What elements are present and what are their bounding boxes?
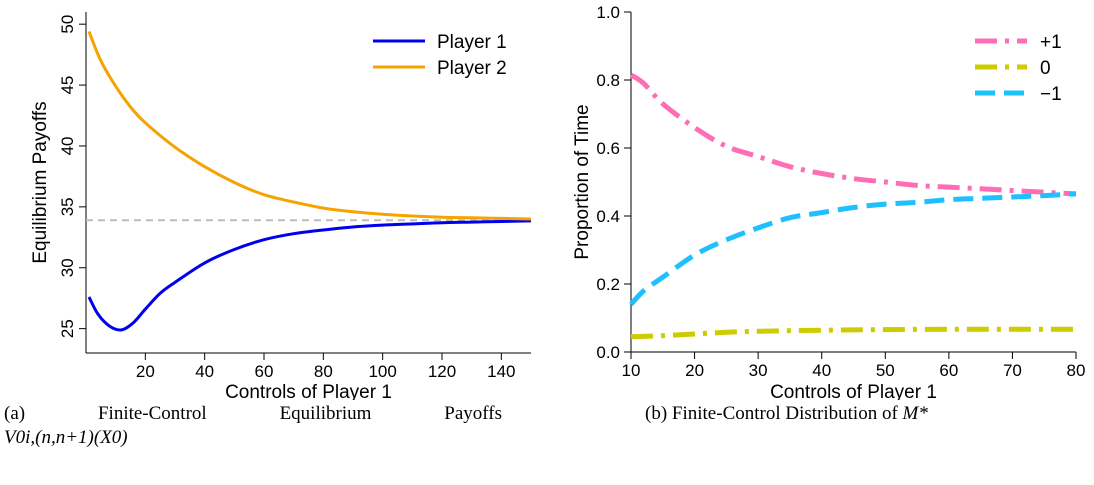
- x-tick-label-a: 20: [136, 362, 155, 381]
- caption-b-prefix: (b): [645, 403, 667, 424]
- x-axis-label-a: Controls of Player 1: [225, 382, 392, 400]
- legend-label-b: 0: [1040, 58, 1051, 79]
- x-tick-label-a: 40: [195, 362, 214, 381]
- x-tick-label-b: 80: [1067, 361, 1086, 380]
- panel-b-distribution: 10 20 30 40 50 60 70 80 0.0 0.2 0.4 0.6 0.8 1.0 Contro…: [572, 3, 1085, 400]
- y-tick-label-b: 0.6: [596, 139, 620, 158]
- x-tick-label-b: 50: [876, 361, 895, 380]
- series-line-zero: [631, 329, 1076, 337]
- caption-a: (a) Finite-Control Equilibrium Payoffs V…: [4, 402, 502, 450]
- x-tick-label-b: 10: [622, 361, 641, 380]
- y-tick-label-a: 50: [58, 15, 77, 34]
- legend-label-a: Player 1: [437, 32, 507, 53]
- x-tick-label-b: 70: [1003, 361, 1022, 380]
- y-axis-label-b: Proportion of Time: [572, 104, 593, 259]
- y-tick-label-b: 0.0: [596, 343, 620, 362]
- caption-a-word-2: Equilibrium: [280, 402, 372, 426]
- x-tick-label-b: 30: [749, 361, 768, 380]
- legend-label-b: +1: [1040, 32, 1062, 53]
- caption-a-word-3: Payoffs: [444, 402, 502, 426]
- x-tick-label-b: 60: [939, 361, 958, 380]
- legend-label-b: −1: [1040, 84, 1062, 105]
- y-tick-label-a: 30: [58, 258, 77, 277]
- caption-b-math: M*: [903, 403, 928, 424]
- x-tick-label-a: 80: [314, 362, 333, 381]
- x-tick-label-a: 120: [428, 362, 456, 381]
- caption-b-text: Finite-Control Distribution of: [672, 403, 898, 424]
- x-tick-label-a: 100: [368, 362, 396, 381]
- panel-a-payoffs: 20 40 60 80 100 120 140 25 30 35 40 45 50 Controls of…: [30, 12, 531, 400]
- caption-a-formula: V0i,(n,n+1)(X0): [4, 426, 502, 450]
- caption-a-word-1: Finite-Control: [98, 402, 207, 426]
- y-tick-label-a: 45: [58, 76, 77, 95]
- x-axis-label-b: Controls of Player 1: [770, 382, 937, 400]
- legend-label-a: Player 2: [437, 58, 507, 79]
- x-tick-label-a: 60: [255, 362, 274, 381]
- y-tick-label-b: 0.8: [596, 71, 620, 90]
- y-tick-label-b: 0.2: [596, 275, 620, 294]
- caption-b: (b) Finite-Control Distribution of M*: [645, 402, 928, 426]
- series-line-player-1: [89, 221, 531, 330]
- y-tick-label-b: 1.0: [596, 3, 620, 22]
- y-tick-label-b: 0.4: [596, 207, 620, 226]
- y-tick-label-a: 40: [58, 137, 77, 156]
- y-tick-label-a: 35: [58, 197, 77, 216]
- x-tick-label-b: 40: [812, 361, 831, 380]
- y-tick-label-a: 25: [58, 319, 77, 338]
- x-tick-label-b: 20: [685, 361, 704, 380]
- x-tick-label-a: 140: [487, 362, 515, 381]
- series-line-minus-one: [631, 194, 1076, 305]
- caption-a-prefix: (a): [4, 402, 25, 426]
- y-axis-label-a: Equilibrium Payoffs: [30, 101, 51, 263]
